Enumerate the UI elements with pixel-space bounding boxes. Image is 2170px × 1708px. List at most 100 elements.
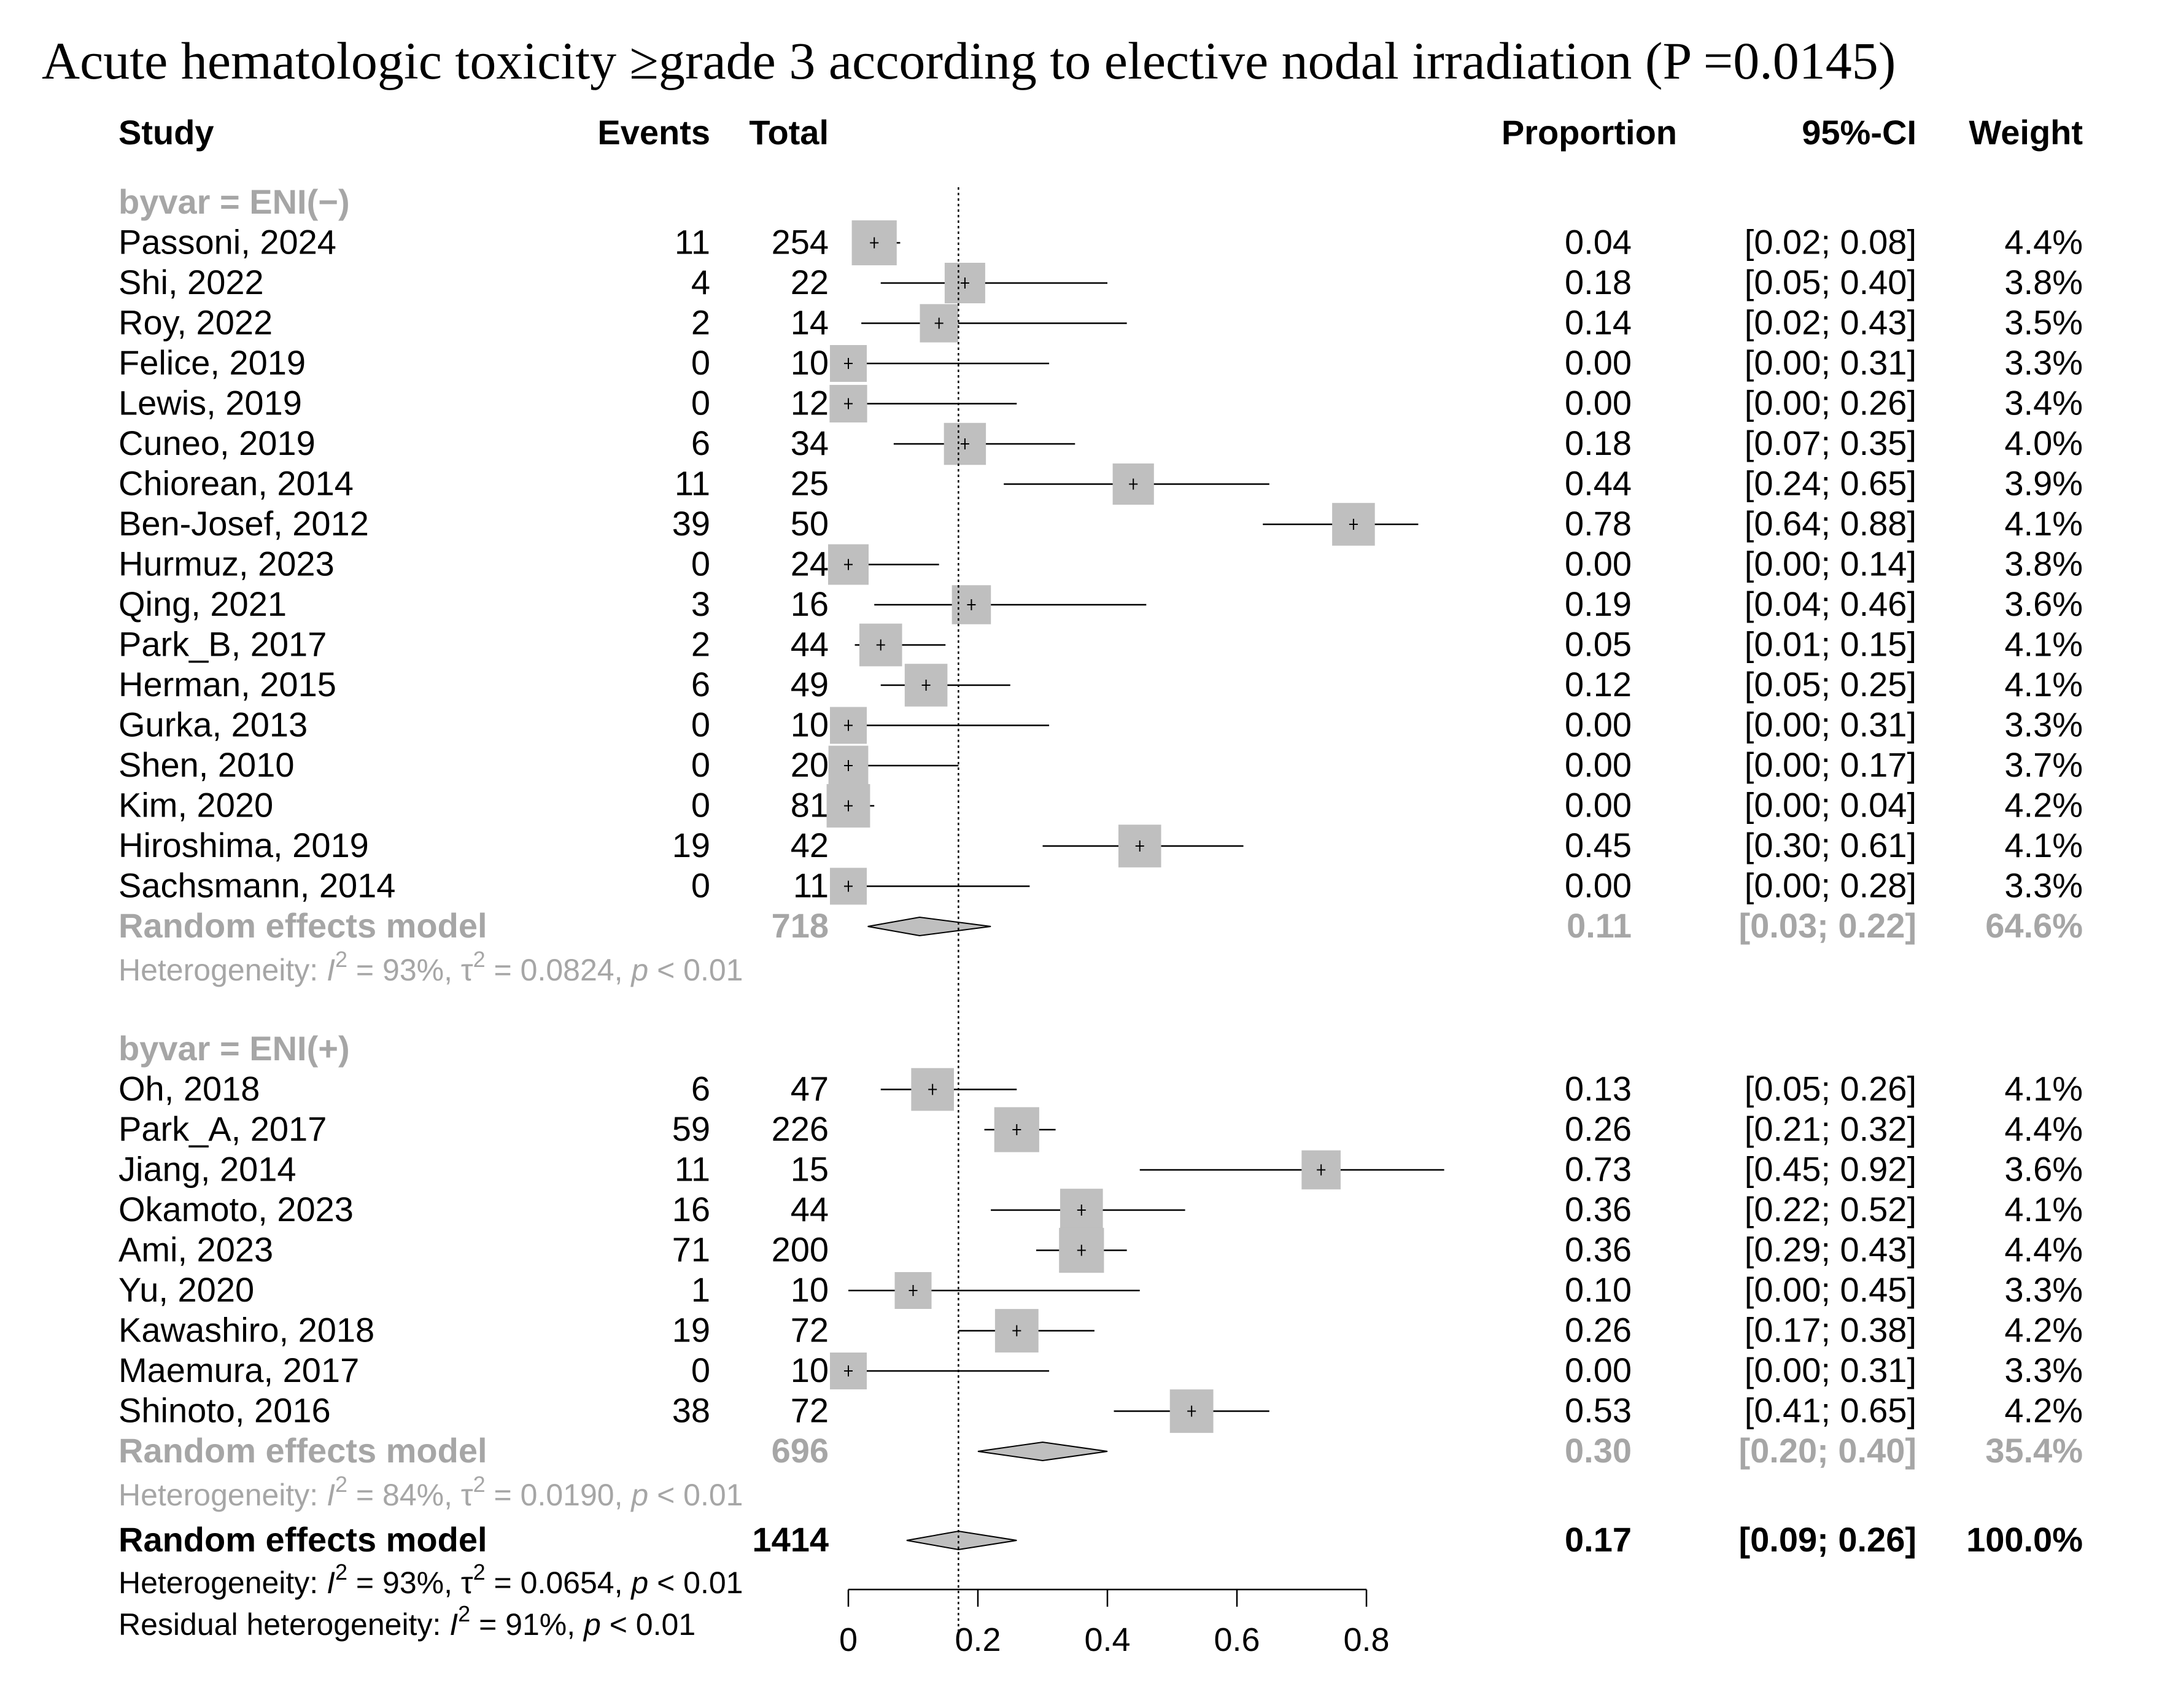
study-total: 72	[791, 1391, 829, 1430]
study-ci: [0.00; 0.31]	[1745, 1351, 1916, 1389]
chart-title: Acute hematologic toxicity ≥grade 3 acco…	[42, 31, 1896, 90]
study-total: 11	[793, 866, 829, 905]
study-weight: 4.4%	[2004, 223, 2083, 262]
study-weight: 3.3%	[2004, 866, 2083, 905]
study-total: 15	[791, 1150, 829, 1189]
study-proportion: 0.00	[1565, 343, 1632, 382]
subgroup-model-label: Random effects model	[118, 1431, 487, 1470]
study-name: Kim, 2020	[118, 786, 273, 825]
subgroup-model-total: 696	[772, 1431, 829, 1470]
study-total: 44	[791, 1190, 829, 1229]
study-total: 25	[791, 464, 829, 503]
study-name: Ami, 2023	[118, 1230, 273, 1269]
study-weight: 4.4%	[2004, 1109, 2083, 1148]
study-events: 39	[672, 504, 710, 543]
study-weight: 3.8%	[2004, 263, 2083, 301]
study-name: Passoni, 2024	[118, 223, 336, 262]
study-total: 14	[791, 303, 829, 342]
study-ci: [0.04; 0.46]	[1745, 584, 1916, 623]
study-events: 0	[691, 745, 710, 784]
x-tick-label: 0.4	[1084, 1621, 1130, 1658]
study-name: Jiang, 2014	[118, 1150, 296, 1189]
study-events: 6	[691, 1069, 710, 1108]
study-events: 0	[691, 384, 710, 422]
study-ci: [0.02; 0.08]	[1745, 223, 1916, 262]
study-total: 10	[791, 1351, 829, 1389]
study-weight: 4.0%	[2004, 424, 2083, 462]
subgroup-model-diamond	[977, 1441, 1108, 1462]
subgroup-label-0: byvar = ENI(−)	[118, 182, 350, 221]
study-proportion: 0.00	[1565, 1351, 1632, 1389]
study-weight: 3.3%	[2004, 1351, 2083, 1389]
study-total: 10	[791, 1270, 829, 1309]
study-total: 226	[772, 1109, 829, 1148]
overall-heterogeneity: Heterogeneity: I2 = 93%, τ2 = 0.0654, p …	[118, 1559, 743, 1600]
study-name: Okamoto, 2023	[118, 1190, 354, 1229]
study-name: Herman, 2015	[118, 665, 336, 704]
study-events: 2	[691, 303, 710, 342]
study-total: 12	[791, 384, 829, 422]
study-name: Ben-Josef, 2012	[118, 504, 369, 543]
study-ci: [0.22; 0.52]	[1745, 1190, 1916, 1229]
study-total: 10	[791, 705, 829, 744]
header-study: Study	[118, 113, 214, 152]
subgroup-model-diamond	[867, 916, 991, 937]
study-ci: [0.24; 0.65]	[1745, 464, 1916, 503]
study-total: 72	[791, 1311, 829, 1349]
study-events: 0	[691, 545, 710, 583]
study-ci: [0.02; 0.43]	[1745, 303, 1916, 342]
study-proportion: 0.36	[1565, 1190, 1632, 1229]
subgroup-model-weight: 64.6%	[1985, 906, 2083, 945]
subgroup-model-proportion: 0.11	[1567, 906, 1632, 945]
subgroup-label-1: byvar = ENI(+)	[118, 1029, 350, 1068]
study-events: 6	[691, 424, 710, 462]
study-weight: 4.1%	[2004, 1069, 2083, 1108]
study-weight: 4.2%	[2004, 1391, 2083, 1430]
study-events: 59	[672, 1109, 710, 1148]
study-proportion: 0.19	[1565, 584, 1632, 623]
x-tick-label: 0.8	[1343, 1621, 1389, 1658]
subgroup-model-ci: [0.20; 0.40]	[1739, 1431, 1917, 1470]
study-proportion: 0.00	[1565, 384, 1632, 422]
study-proportion: 0.45	[1565, 826, 1632, 864]
x-tick-label: 0.2	[955, 1621, 1001, 1658]
study-ci: [0.05; 0.25]	[1745, 665, 1916, 704]
study-ci: [0.45; 0.92]	[1745, 1150, 1916, 1189]
subgroup-heterogeneity: Heterogeneity: I2 = 93%, τ2 = 0.0824, p …	[118, 947, 743, 987]
plot-rows: byvar = ENI(−)Passoni, 2024 11 254 0.04 [0.0…	[118, 182, 2083, 1642]
study-weight: 3.4%	[2004, 384, 2083, 422]
study-proportion: 0.26	[1565, 1109, 1632, 1148]
study-proportion: 0.05	[1565, 625, 1632, 664]
study-events: 11	[675, 464, 710, 503]
study-name: Maemura, 2017	[118, 1351, 359, 1389]
study-name: Sachsmann, 2014	[118, 866, 395, 905]
study-total: 49	[791, 665, 829, 704]
header-total: Total	[749, 113, 829, 152]
column-headers: Study Events Total Proportion 95%-CI Wei…	[118, 113, 2083, 152]
study-weight: 4.2%	[2004, 786, 2083, 825]
study-ci: [0.00; 0.28]	[1745, 866, 1916, 905]
study-total: 20	[791, 745, 829, 784]
study-events: 0	[691, 786, 710, 825]
study-name: Cuneo, 2019	[118, 424, 316, 462]
study-total: 22	[791, 263, 829, 301]
subgroup-model-ci: [0.03; 0.22]	[1739, 906, 1917, 945]
overall-model-proportion: 0.17	[1565, 1520, 1632, 1559]
subgroup-heterogeneity: Heterogeneity: I2 = 84%, τ2 = 0.0190, p …	[118, 1472, 743, 1512]
study-weight: 3.6%	[2004, 584, 2083, 623]
study-events: 71	[672, 1230, 710, 1269]
study-ci: [0.00; 0.45]	[1745, 1270, 1916, 1309]
study-weight: 4.1%	[2004, 625, 2083, 664]
study-events: 0	[691, 866, 710, 905]
study-events: 6	[691, 665, 710, 704]
study-events: 4	[691, 263, 710, 301]
overall-model-weight: 100.0%	[1966, 1520, 2083, 1559]
study-ci: [0.00; 0.04]	[1745, 786, 1916, 825]
header-events: Events	[597, 113, 710, 152]
study-events: 11	[675, 223, 710, 262]
study-weight: 3.3%	[2004, 343, 2083, 382]
study-name: Shinoto, 2016	[118, 1391, 331, 1430]
study-total: 200	[772, 1230, 829, 1269]
study-ci: [0.00; 0.17]	[1745, 745, 1916, 784]
subgroup-model-proportion: 0.30	[1565, 1431, 1632, 1470]
